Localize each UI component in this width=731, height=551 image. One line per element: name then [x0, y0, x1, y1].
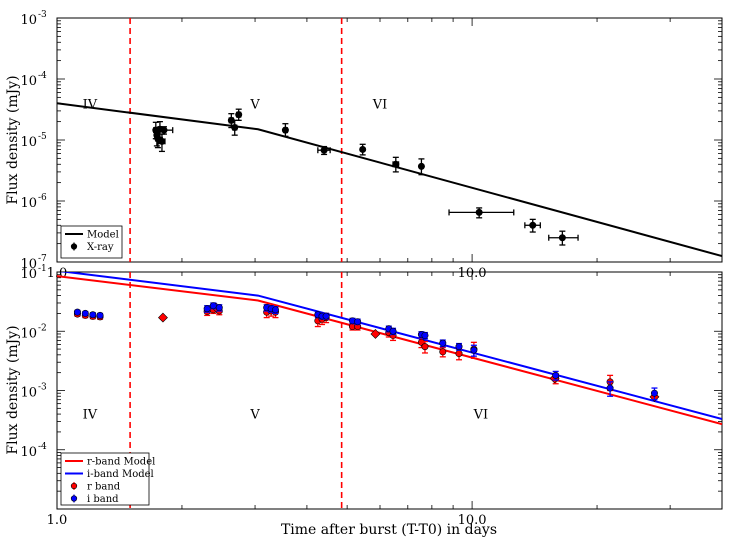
top-region-label: VI [372, 97, 388, 112]
bottom-y-tick-label-exp: -1 [38, 264, 47, 274]
bottom-data-point [81, 309, 89, 317]
bottom-data-point [322, 312, 330, 320]
bottom-data-point [455, 343, 463, 351]
top-data-point [359, 145, 367, 153]
bottom-data-point [439, 348, 447, 356]
bottom-x-tick-label: 10.0 [458, 513, 487, 528]
bottom-y-tick-label-exp: -4 [38, 442, 47, 452]
top-y-tick-label-base: 10 [20, 257, 37, 272]
bottom-region-label: IV [83, 407, 98, 422]
top-panel: 1.0 10.010-710-610-510-410 -3IV V VIModelX-r… [20, 10, 723, 281]
bottom-data-point [73, 308, 81, 316]
bottom-axes-frame [56, 271, 723, 510]
bottom-data-point [203, 305, 211, 313]
bottom-data-point [606, 384, 614, 392]
bottom-data-point [389, 327, 397, 335]
top-y-axis-label: Flux density (mJy) [5, 75, 21, 204]
top-data-point [160, 126, 168, 134]
top-data-point [231, 124, 239, 132]
top-region-label: V [249, 97, 260, 112]
top-y-tick-label-exp: -6 [38, 193, 47, 203]
top-data-point [392, 160, 400, 168]
top-data-point [558, 234, 566, 242]
bottom-diamond-point [158, 312, 168, 323]
bottom-data-point [354, 318, 362, 326]
bottom-panel: 1.0 10.010-410-310-210 -1IV V VIr-band Model… [20, 264, 723, 528]
bottom-series-line-0 [57, 275, 722, 426]
top-plot-area [57, 18, 722, 262]
bottom-plot-area [57, 272, 722, 509]
bottom-data-point [552, 371, 560, 379]
top-data-point [320, 146, 328, 154]
top-legend-label: X-ray [87, 242, 114, 253]
bottom-data-point [271, 306, 279, 314]
bottom-y-tick-label-base: 10 [20, 445, 37, 460]
top-y-tick-label-base: 10 [20, 135, 37, 150]
bottom-legend-label: r band [87, 482, 121, 493]
bottom-data-point [421, 331, 429, 339]
top-data-point [281, 126, 289, 134]
bottom-legend-label: i-band Model [87, 469, 154, 480]
top-y-tick-label-base: 10 [20, 196, 37, 211]
bottom-data-point [215, 304, 223, 312]
top-region-label: IV [83, 97, 98, 112]
top-legend-marker-swatch [70, 243, 78, 250]
bottom-data-point [455, 350, 463, 358]
bottom-legend-marker-swatch [70, 482, 78, 490]
bottom-series-line-1 [59, 272, 722, 420]
top-data-point [529, 221, 537, 229]
top-data-point [235, 111, 243, 119]
bottom-y-tick-label-base: 10 [20, 386, 37, 401]
bottom-legend-label: i band [87, 494, 119, 505]
top-y-tick-label-exp: -3 [38, 10, 47, 20]
bottom-x-tick-label: 1.0 [47, 513, 68, 528]
bottom-y-tick-label-base: 10 [20, 267, 37, 282]
bottom-diamond-point [370, 329, 381, 339]
top-legend-label: Model [87, 230, 119, 241]
bottom-data-point [96, 311, 104, 319]
bottom-data-point [650, 389, 658, 397]
top-data-point [417, 162, 425, 170]
top-y-tick-label-exp: -7 [38, 254, 47, 264]
top-y-tick-label-exp: -5 [38, 132, 47, 142]
bottom-legend-marker-swatch [70, 495, 78, 502]
x-axis-label: Time after burst (T-T0) in days [281, 522, 497, 538]
bottom-data-point [439, 339, 447, 347]
top-data-point [158, 137, 166, 145]
bottom-region-label: VI [473, 407, 489, 422]
top-y-tick-label-base: 10 [20, 13, 37, 28]
bottom-data-point [89, 311, 97, 319]
bottom-region-label: V [249, 407, 260, 422]
bottom-y-tick-label-exp: -2 [38, 323, 47, 333]
bottom-y-tick-label-base: 10 [20, 326, 37, 341]
top-data-point [475, 208, 483, 216]
top-legend-box [60, 225, 123, 259]
bottom-y-axis-label: Flux density (mJy) [5, 325, 21, 454]
bottom-data-point [421, 343, 429, 351]
bottom-data-point [209, 302, 217, 310]
bottom-data-point [470, 346, 478, 354]
top-series-line-0 [57, 102, 722, 258]
bottom-legend-label: r-band Model [87, 457, 155, 468]
bottom-y-tick-label-exp: -3 [38, 383, 47, 393]
top-y-tick-label-base: 10 [20, 74, 37, 89]
top-y-tick-label-exp: -4 [38, 71, 47, 81]
